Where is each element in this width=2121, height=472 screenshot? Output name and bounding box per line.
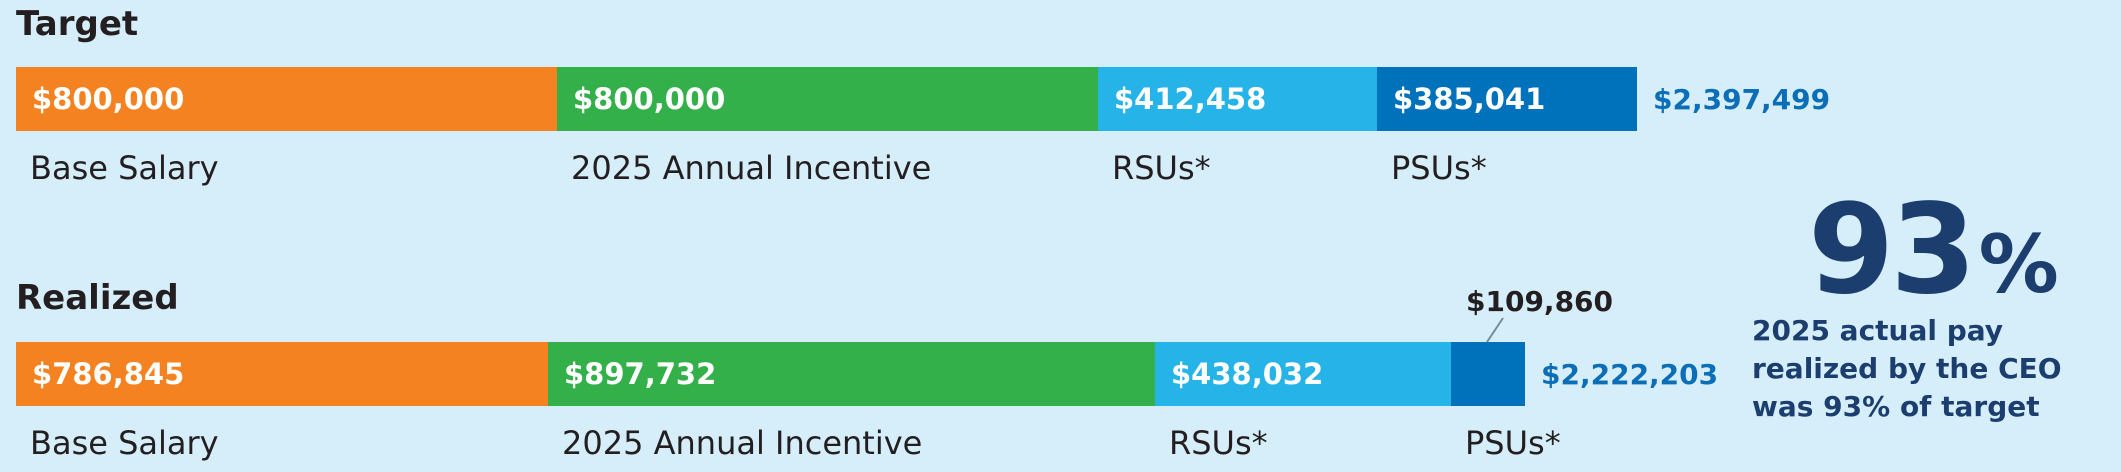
realized-pct-caption: 2025 actual pay realized by the CEO was … [1752,314,2062,423]
category-label-realized-annual-incentive: 2025 Annual Incentive [562,424,923,462]
section-title-realized: Realized [16,278,179,318]
realized-pct-highlight: 93% [1808,188,2059,312]
total-label-realized: $2,222,203 [1541,357,1719,391]
data-label-target-base-salary: $800,000 [32,82,185,116]
data-label-realized-base-salary: $786,845 [32,357,185,391]
bar-segment-target-rsus: $412,458 [1098,67,1377,131]
realized-pct-sign: % [1978,218,2059,311]
category-label-realized-psus: PSUs* [1465,424,1561,462]
bar-segment-realized-psus [1451,342,1525,406]
bar-segment-realized-base-salary: $786,845 [16,342,548,406]
category-label-realized-base-salary: Base Salary [30,424,219,462]
data-label-realized-annual-incentive: $897,732 [564,357,717,391]
data-label-target-annual-incentive: $800,000 [573,82,726,116]
category-label-target-annual-incentive: 2025 Annual Incentive [571,149,932,187]
category-label-realized-rsus: RSUs* [1169,424,1268,462]
psu-callout-label: $109,860 [1466,285,1614,318]
bar-segment-realized-rsus: $438,032 [1155,342,1451,406]
category-label-target-base-salary: Base Salary [30,149,219,187]
data-label-target-psus: $385,041 [1393,82,1546,116]
bar-segment-target-base-salary: $800,000 [16,67,557,131]
stacked-bar-target: $800,000 $800,000 $412,458 $385,041 [16,67,1637,131]
bar-segment-target-psus: $385,041 [1377,67,1637,131]
realized-pct-number: 93 [1808,178,1977,322]
section-title-target: Target [16,4,139,44]
bar-segment-target-annual-incentive: $800,000 [557,67,1098,131]
bar-segment-realized-annual-incentive: $897,732 [548,342,1155,406]
stacked-bar-realized: $786,845 $897,732 $438,032 [16,342,1525,406]
category-label-target-rsus: RSUs* [1112,149,1211,187]
category-label-target-psus: PSUs* [1391,149,1487,187]
total-label-target: $2,397,499 [1653,82,1831,116]
data-label-target-rsus: $412,458 [1114,82,1267,116]
data-label-realized-rsus: $438,032 [1171,357,1324,391]
